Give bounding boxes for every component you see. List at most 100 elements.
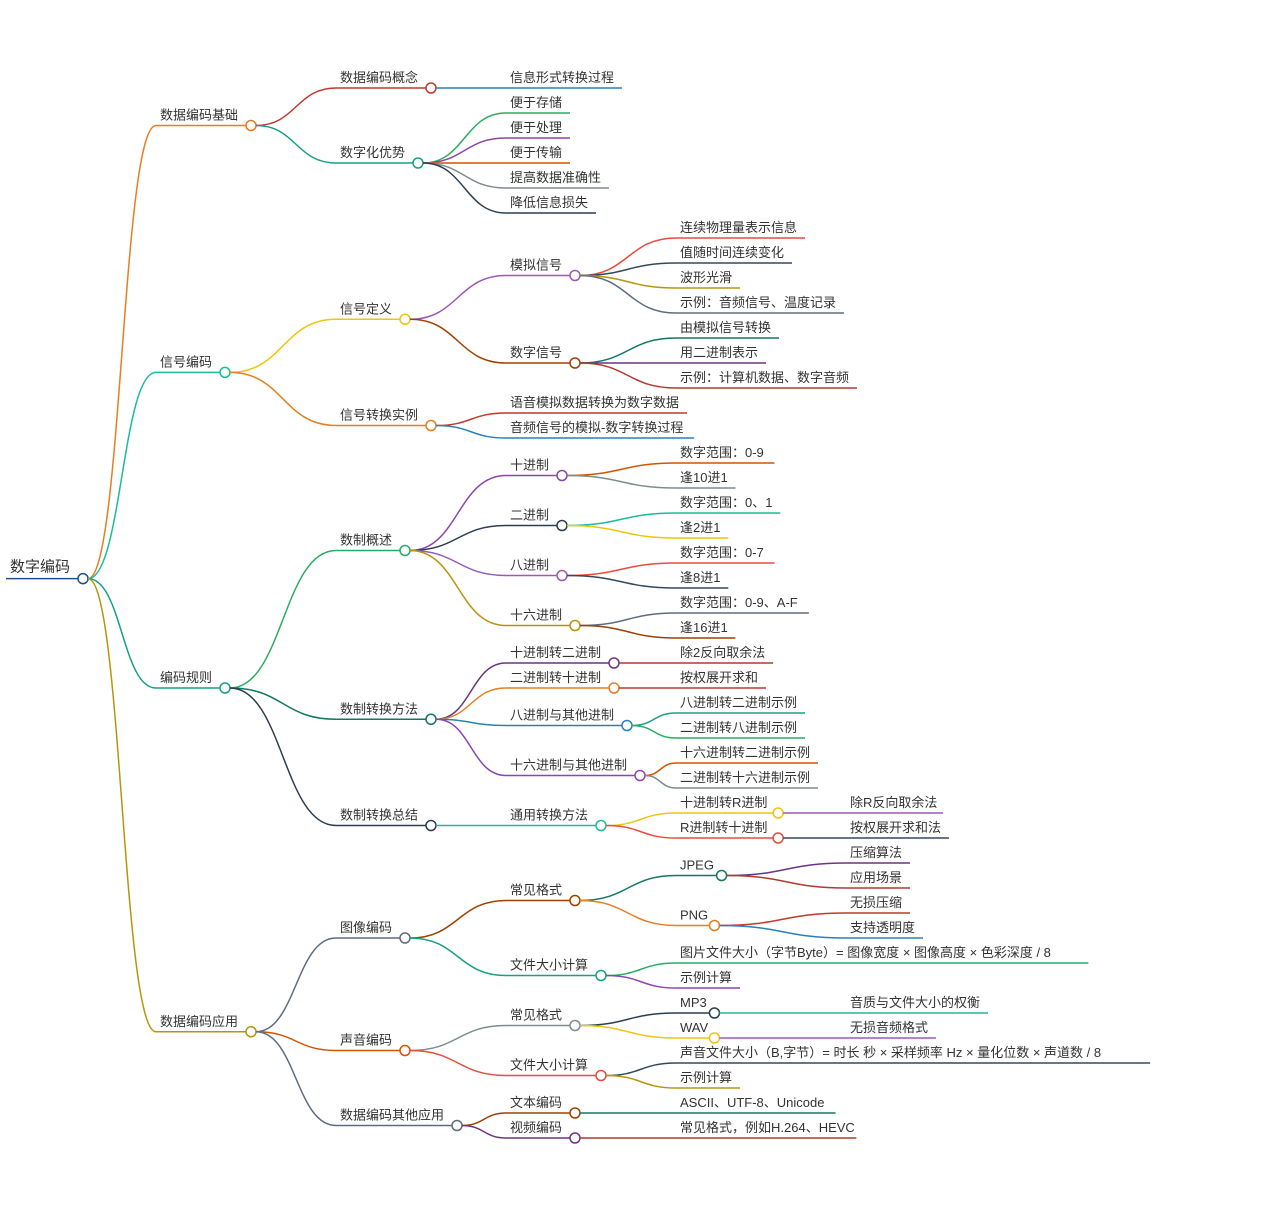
branch-node-icon [635,771,645,781]
node-label: 八进制转二进制示例 [680,695,797,710]
branch-connector [423,138,506,163]
node-label: 二进制转八进制示例 [680,720,797,735]
branch-node-icon [452,1121,462,1131]
node-label: 模拟信号 [510,258,562,273]
branch-connector [410,276,506,320]
node-label: 示例计算 [680,970,732,985]
node-label: 便于存储 [510,95,562,110]
root-node-label: 数字编码 [10,559,70,576]
branch-connector [423,163,506,213]
branch-node-icon [609,658,619,668]
branch-connector [727,876,846,889]
branch-connector [567,513,676,526]
branch-connector [606,1076,676,1089]
branch-node-icon [570,621,580,631]
node-label: PNG [680,908,708,923]
node-label: R进制转十进制 [680,820,767,835]
branch-node-icon [570,1021,580,1031]
branch-connector [580,613,676,626]
node-label: 文件大小计算 [510,958,588,973]
branch-connector [580,338,676,363]
branch-connector [88,126,156,579]
node-label: 由模拟信号转换 [680,320,771,335]
branch-connector [719,926,846,939]
node-label: 压缩算法 [850,845,902,860]
branch-connector [230,551,336,689]
branch-connector [88,579,156,1032]
branch-node-icon [773,808,783,818]
branch-connector [606,963,676,976]
branch-node-icon [570,896,580,906]
branch-node-icon [400,933,410,943]
branch-connector [410,526,506,551]
mindmap-canvas: 数字编码数据编码基础数据编码概念信息形式转换过程数字化优势便于存储便于处理便于传… [0,0,1265,1225]
node-label: 八进制 [510,558,549,573]
node-label: 数字范围：0-7 [680,545,764,560]
branch-node-icon [570,1133,580,1143]
node-label: 除2反向取余法 [680,645,765,660]
node-label: 波形光滑 [680,270,732,285]
node-label: 信号编码 [160,354,212,369]
branch-connector [410,476,506,551]
node-label: 音质与文件大小的权衡 [850,995,980,1010]
branch-connector [410,319,506,363]
branch-connector [606,1063,676,1076]
branch-connector [230,688,336,826]
branch-node-icon [400,1046,410,1056]
node-label: 常见格式，例如H.264、HEVC [680,1120,855,1135]
branch-node-icon [78,574,88,584]
node-label: ASCII、UTF-8、Unicode [680,1095,824,1110]
branch-node-icon [557,471,567,481]
branch-node-icon [426,821,436,831]
branch-connector [580,1013,676,1026]
node-label: 十进制 [510,458,549,473]
node-label: 数据编码其他应用 [340,1108,444,1123]
node-label: 数据编码应用 [160,1014,238,1029]
branch-connector [727,863,846,876]
branch-connector [410,551,506,576]
node-label: 数字范围：0-9、A-F [680,595,798,610]
branch-connector [436,663,506,719]
node-label: 数制转换方法 [340,701,418,716]
branch-connector [230,372,336,425]
branch-connector [256,126,336,164]
node-label: 数制概述 [340,533,392,548]
branch-connector [410,901,506,939]
node-label: 十进制转二进制 [510,645,601,660]
node-label: 便于传输 [510,145,562,160]
branch-node-icon [709,921,719,931]
branch-connector [423,163,506,188]
node-label: 编码规则 [160,670,212,685]
branch-node-icon [220,683,230,693]
node-label: 示例：音频信号、温度记录 [680,295,836,310]
branch-node-icon [622,721,632,731]
node-label: WAV [680,1020,708,1035]
branch-node-icon [220,367,230,377]
branch-node-icon [400,546,410,556]
node-label: 数字范围：0-9 [680,445,764,460]
branch-node-icon [596,971,606,981]
node-label: 图片文件大小（字节Byte）= 图像宽度 × 图像高度 × 色彩深度 / 8 [680,945,1051,960]
branch-connector [256,1032,336,1126]
node-label: 提高数据准确性 [510,170,601,185]
node-label: 十六进制转二进制示例 [680,745,810,760]
branch-node-icon [426,421,436,431]
branch-connector [606,826,676,839]
node-label: 常见格式 [510,1008,562,1023]
node-label: 二进制 [510,508,549,523]
branch-connector [436,719,506,775]
node-label: 逢10进1 [680,470,728,485]
node-label: 十六进制 [510,608,562,623]
node-label: 文件大小计算 [510,1058,588,1073]
branch-node-icon [400,314,410,324]
branch-connector [632,726,676,739]
node-label: 示例计算 [680,1070,732,1085]
branch-node-icon [557,571,567,581]
node-label: 连续物理量表示信息 [680,220,797,235]
node-label: 声音编码 [340,1033,392,1048]
node-label: 通用转换方法 [510,808,588,823]
node-label: 支持透明度 [850,920,915,935]
branch-node-icon [596,821,606,831]
node-label: 八进制与其他进制 [510,708,614,723]
branch-node-icon [717,871,727,881]
